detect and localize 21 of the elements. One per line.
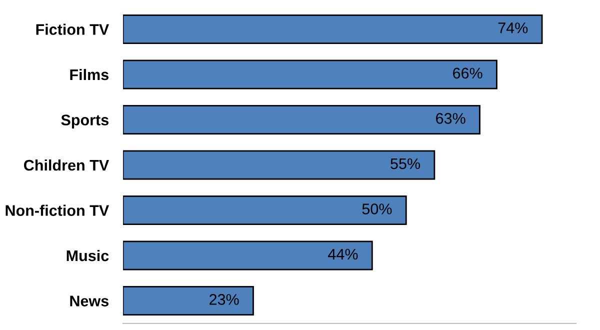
bar <box>123 196 407 225</box>
bar <box>123 14 543 44</box>
y-tick-label: Non-fiction TV <box>6 204 110 216</box>
data-label: 63% <box>436 113 466 124</box>
data-label: 55% <box>390 158 420 170</box>
y-tick-label: Films <box>70 68 108 80</box>
bar <box>123 60 498 90</box>
y-tick-label: Children TV <box>24 159 110 171</box>
data-label: 66% <box>453 68 482 79</box>
data-label: 74% <box>498 22 528 34</box>
bar <box>123 286 254 316</box>
data-label: 23% <box>210 294 239 305</box>
y-tick-label: Music <box>66 250 109 262</box>
bar <box>123 240 373 270</box>
data-label: 50% <box>362 204 392 214</box>
data-label: 44% <box>328 248 358 260</box>
bar <box>123 105 480 134</box>
y-tick-label: Sports <box>61 114 108 128</box>
y-tick-label: News <box>70 296 108 306</box>
bar <box>123 150 436 180</box>
y-tick-label: Fiction TV <box>36 24 110 35</box>
